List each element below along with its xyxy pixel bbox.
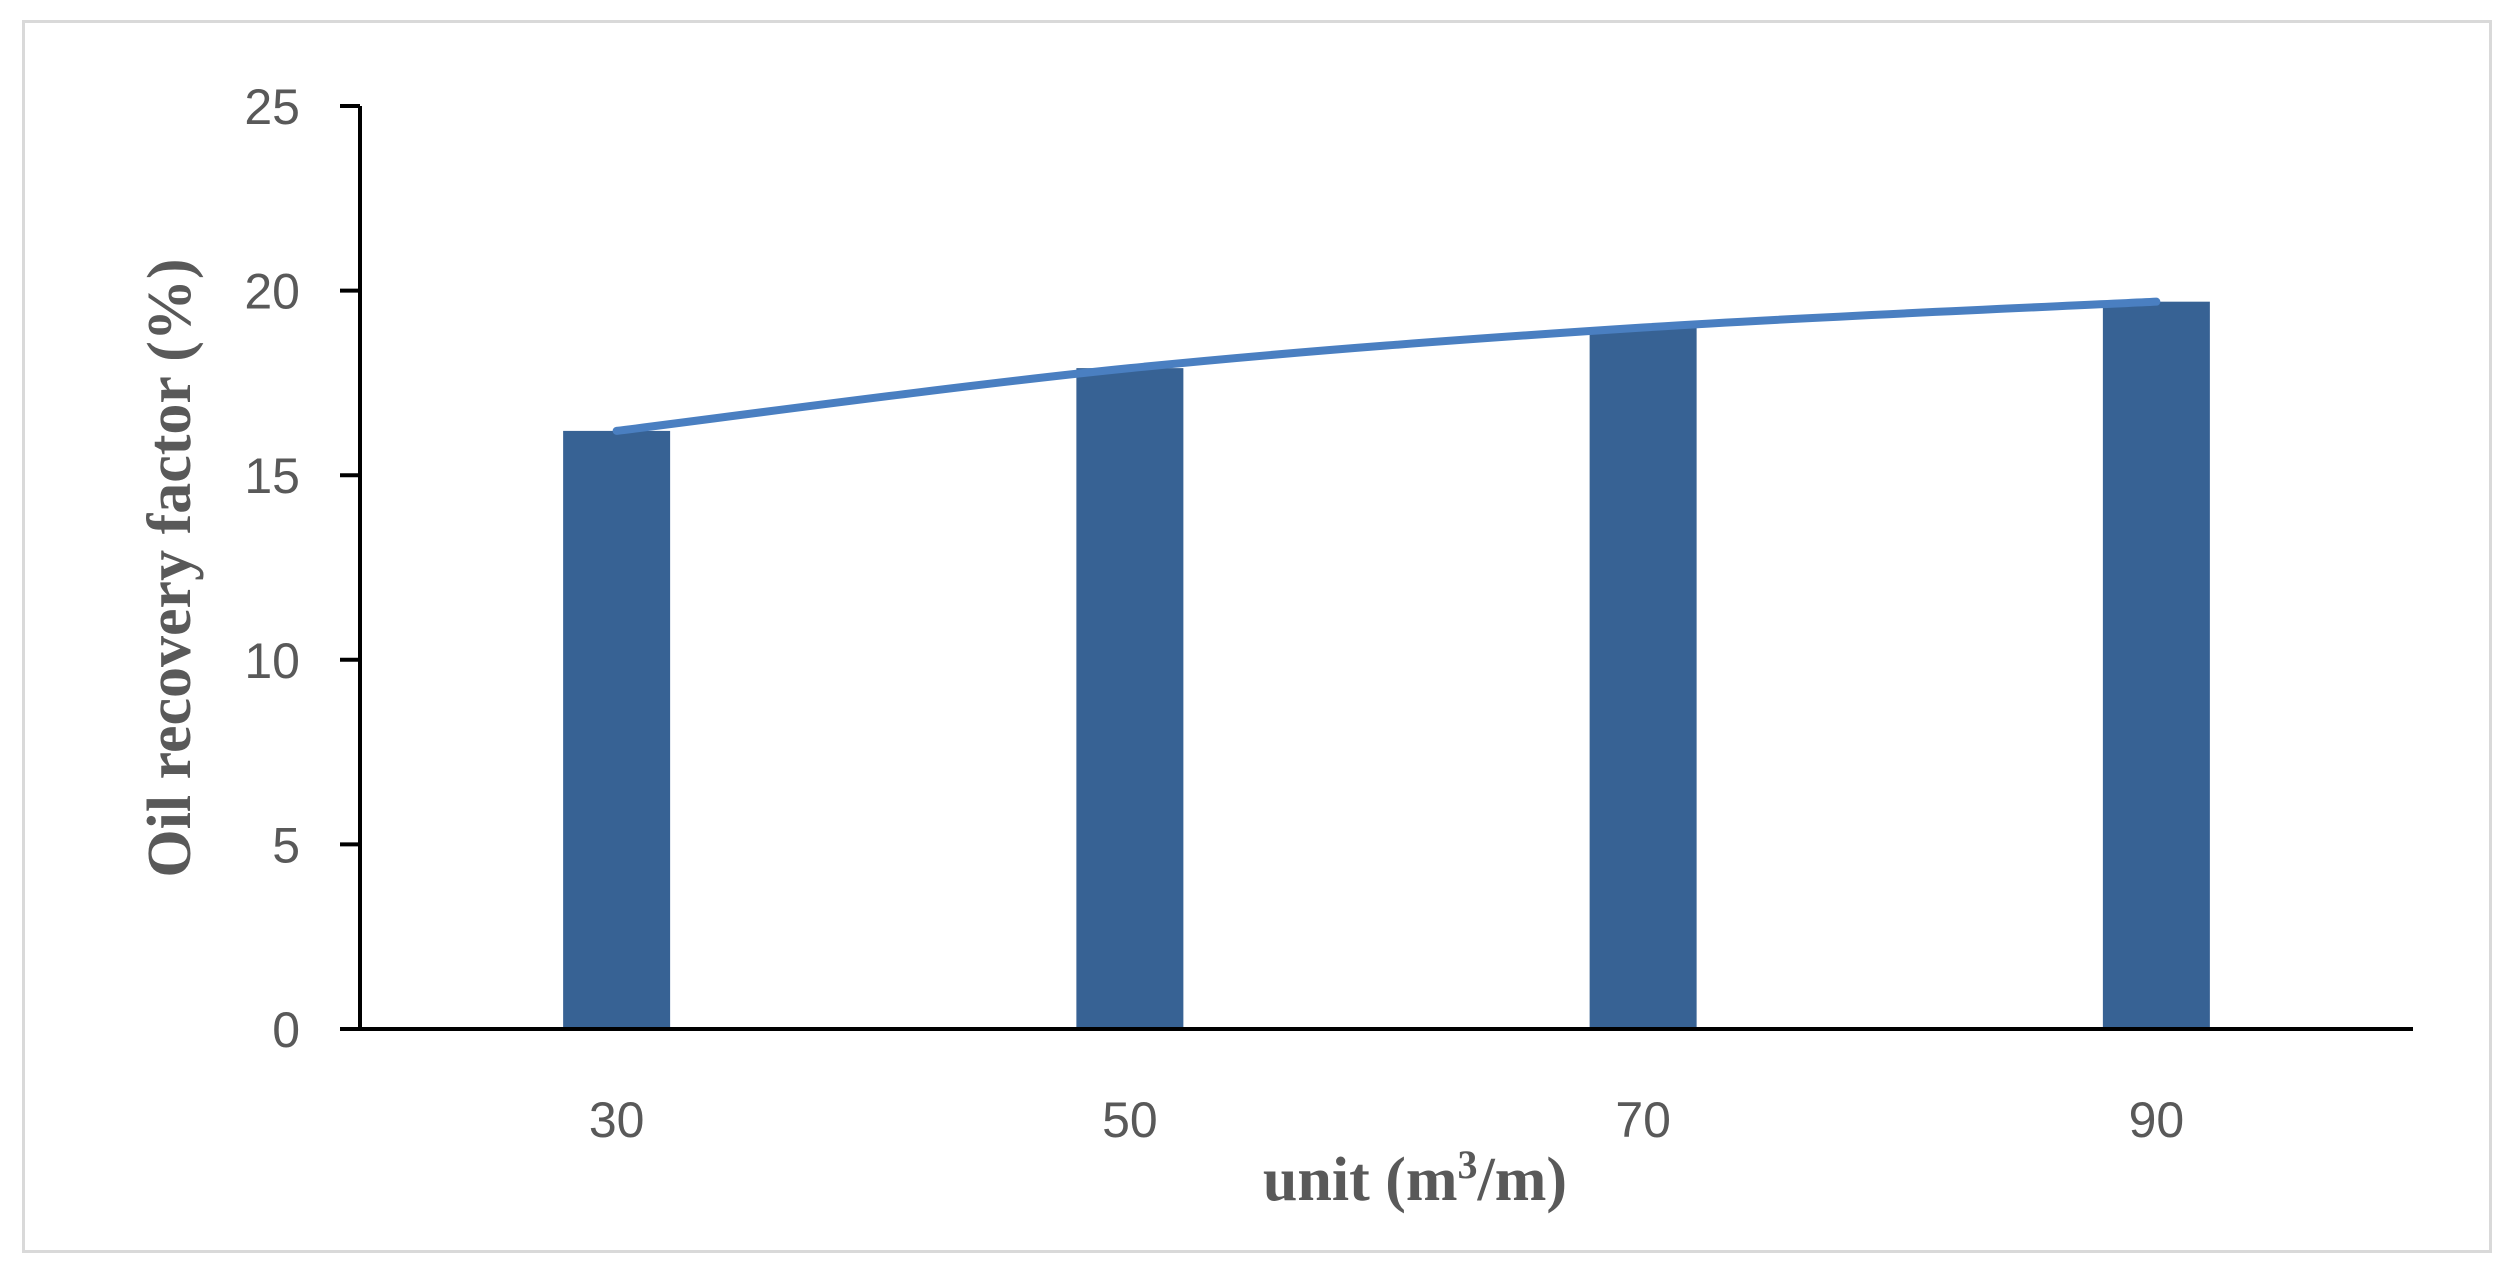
chart-frame (22, 20, 2492, 1253)
trend-line (612, 297, 2161, 435)
y-tick-label: 20 (244, 264, 300, 320)
bar (563, 430, 671, 1029)
bars (563, 301, 2210, 1030)
bar (1589, 327, 1697, 1029)
y-tick-label: 25 (244, 79, 300, 135)
x-tick-label: 70 (1615, 1092, 1671, 1148)
y-axis-ticks: 0 5 10 15 20 25 (244, 79, 360, 1058)
bar (1076, 368, 1184, 1030)
x-axis-title-suffix: /m) (1477, 1146, 1568, 1214)
x-axis-title-superscript: 3 (1458, 1142, 1478, 1187)
y-tick-label: 5 (272, 817, 300, 873)
bar (2102, 301, 2210, 1029)
x-axis-title-prefix: unit (m (1263, 1146, 1458, 1214)
x-axis-title: unit (m3/m) (1263, 1142, 1567, 1214)
y-axis-title: Oil recovery factor (%) (136, 258, 204, 877)
x-axis-tick-labels: 30 50 70 90 (589, 1092, 2184, 1148)
x-tick-label: 90 (2129, 1092, 2185, 1148)
y-tick-label: 10 (244, 633, 300, 689)
y-tick-label: 15 (244, 448, 300, 504)
y-tick-label: 0 (272, 1002, 300, 1058)
x-tick-label: 30 (589, 1092, 645, 1148)
x-tick-label: 50 (1102, 1092, 1158, 1148)
